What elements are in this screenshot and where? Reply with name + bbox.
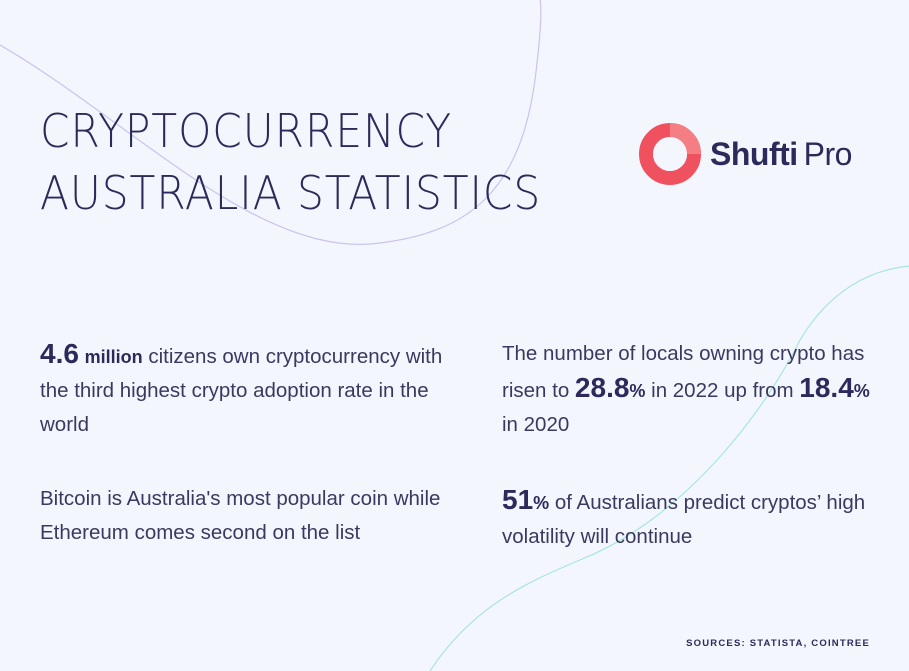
stat-text: of Australians predict cryptos’ high vol… xyxy=(502,491,866,548)
stat-text: citizens own cryptocurrency with the thi… xyxy=(40,345,443,436)
stat-unit: million xyxy=(84,347,143,367)
title-line-2: AUSTRALIA STATISTICS xyxy=(40,166,542,220)
shufti-ring-icon xyxy=(639,123,701,185)
sources-footnote: SOURCES: STATISTA, COINTREE xyxy=(686,638,870,649)
stat-number-2020: 18.4 xyxy=(799,372,854,403)
page-title: CRYPTOCURRENCY AUSTRALIA STATISTICS xyxy=(40,100,541,224)
stat-crypto-owners: 4.6 million citizens own cryptocurrency … xyxy=(40,337,450,442)
logo-text-light: Pro xyxy=(803,135,853,172)
stat-unit: % xyxy=(533,493,550,513)
stat-unit-2020: % xyxy=(853,381,870,401)
shufti-pro-logo: Shufti Pro xyxy=(638,122,852,186)
stat-unit-2022: % xyxy=(629,381,646,401)
stat-text: Bitcoin is Australia's most popular coin… xyxy=(40,487,441,544)
teal-curve xyxy=(429,265,909,671)
stat-number: 51 xyxy=(502,484,534,515)
stat-volatility: 51% of Australians predict cryptos’ high… xyxy=(502,483,882,554)
purple-curve xyxy=(0,0,542,245)
stat-text-c: in 2020 xyxy=(502,413,570,436)
logo-wordmark: Shufti Pro xyxy=(710,136,852,173)
stat-number: 4.6 xyxy=(40,338,79,369)
stat-popular-coins: Bitcoin is Australia's most popular coin… xyxy=(40,482,470,550)
title-line-1: CRYPTOCURRENCY xyxy=(40,104,453,158)
stat-number-2022: 28.8 xyxy=(574,372,630,403)
stat-text-a: The number of locals owning crypto has r… xyxy=(502,342,865,402)
logo-text-bold: Shufti xyxy=(710,135,798,172)
stat-text-b: in 2022 up from xyxy=(645,379,800,402)
stat-ownership-growth: The number of locals owning crypto has r… xyxy=(502,337,882,442)
